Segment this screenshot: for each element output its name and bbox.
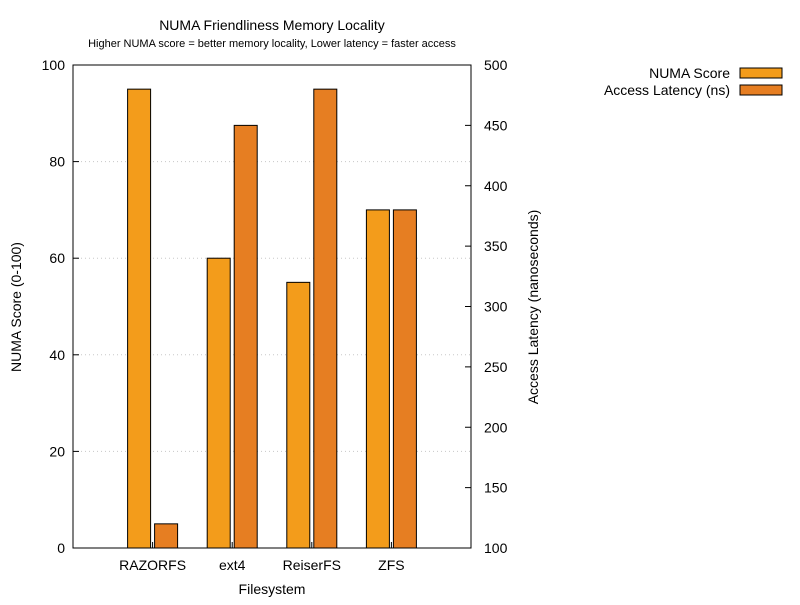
legend-label: Access Latency (ns) — [604, 82, 730, 98]
y-axis-label: NUMA Score (0-100) — [8, 242, 24, 372]
numa-score-bar — [127, 88, 152, 549]
y2-tick-label: 150 — [484, 480, 508, 496]
y-tick-label: 60 — [49, 250, 65, 266]
access-latency-bar — [154, 523, 179, 549]
y2-tick-label: 500 — [484, 57, 508, 73]
y2-tick-label: 250 — [484, 359, 508, 375]
y2-tick-label: 100 — [484, 540, 508, 556]
x-tick-label: ext4 — [219, 557, 246, 573]
x-axis-label: Filesystem — [239, 581, 306, 597]
y2-tick-label: 200 — [484, 419, 508, 435]
numa-score-bar — [206, 257, 231, 549]
y2-tick-label: 350 — [484, 238, 508, 254]
legend-swatch — [739, 84, 783, 96]
bars-group — [127, 88, 417, 549]
y2-tick-label: 450 — [484, 117, 508, 133]
x-tick-label: ZFS — [378, 557, 404, 573]
access-latency-bar — [233, 124, 258, 549]
x-tick-label: ReiserFS — [283, 557, 341, 573]
y-tick-label: 80 — [49, 154, 65, 170]
axis-ticks: 0 20 40 60 80 100 100 150 200 250 300 350 400 450 500 R… — [42, 57, 508, 573]
access-latency-bar — [313, 88, 338, 549]
y-tick-label: 100 — [42, 57, 66, 73]
y2-tick-label: 400 — [484, 178, 508, 194]
legend-label: NUMA Score — [649, 65, 730, 81]
chart-title: NUMA Friendliness Memory Locality — [159, 17, 385, 33]
numa-score-bar — [365, 209, 390, 549]
legend-swatch — [739, 67, 783, 79]
y-tick-label: 20 — [49, 443, 65, 459]
y-tick-label: 0 — [57, 540, 65, 556]
access-latency-bar — [392, 209, 417, 549]
y2-axis-label: Access Latency (nanoseconds) — [525, 210, 541, 405]
chart-subtitle: Higher NUMA score = better memory locali… — [88, 38, 456, 50]
y-tick-label: 40 — [49, 347, 65, 363]
numa-score-bar — [286, 281, 311, 549]
x-tick-label: RAZORFS — [119, 557, 186, 573]
y2-tick-label: 300 — [484, 299, 508, 315]
